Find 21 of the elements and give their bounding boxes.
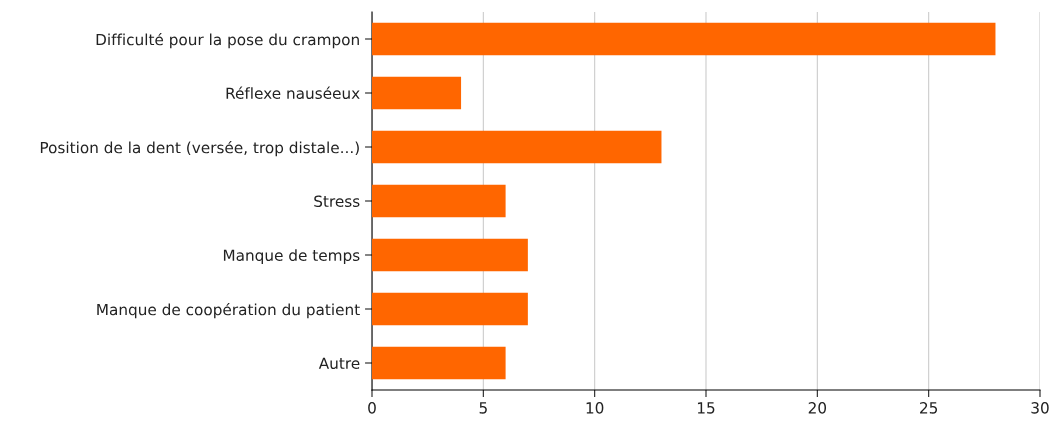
bar: [372, 76, 462, 110]
bar: [372, 22, 996, 56]
y-tick-label: Réflexe nauséeux: [226, 86, 360, 100]
y-tick-label: Stress: [314, 195, 360, 208]
bar: [372, 130, 662, 164]
x-tick-label: 20: [808, 402, 827, 414]
x-tick-label: 30: [1031, 402, 1049, 414]
y-tick-label: Manque de coopération du patient: [97, 302, 360, 319]
bar: [372, 292, 528, 326]
x-tick-label: 15: [697, 402, 715, 414]
y-tick-label: Autre: [318, 357, 360, 370]
y-tick-label: Position de la dent (versée, trop distale...): [40, 140, 359, 157]
y-tick-label: Difficulté pour la pose du crampon: [96, 32, 359, 49]
bar: [372, 238, 528, 272]
x-tick-label: 5: [479, 402, 487, 414]
x-tick-label: 0: [368, 402, 376, 414]
y-tick-label: Manque de temps: [223, 249, 360, 264]
x-tick-label: 10: [586, 402, 604, 414]
x-tick-label: 25: [920, 402, 938, 414]
bar: [372, 346, 506, 380]
bar: [372, 184, 506, 218]
